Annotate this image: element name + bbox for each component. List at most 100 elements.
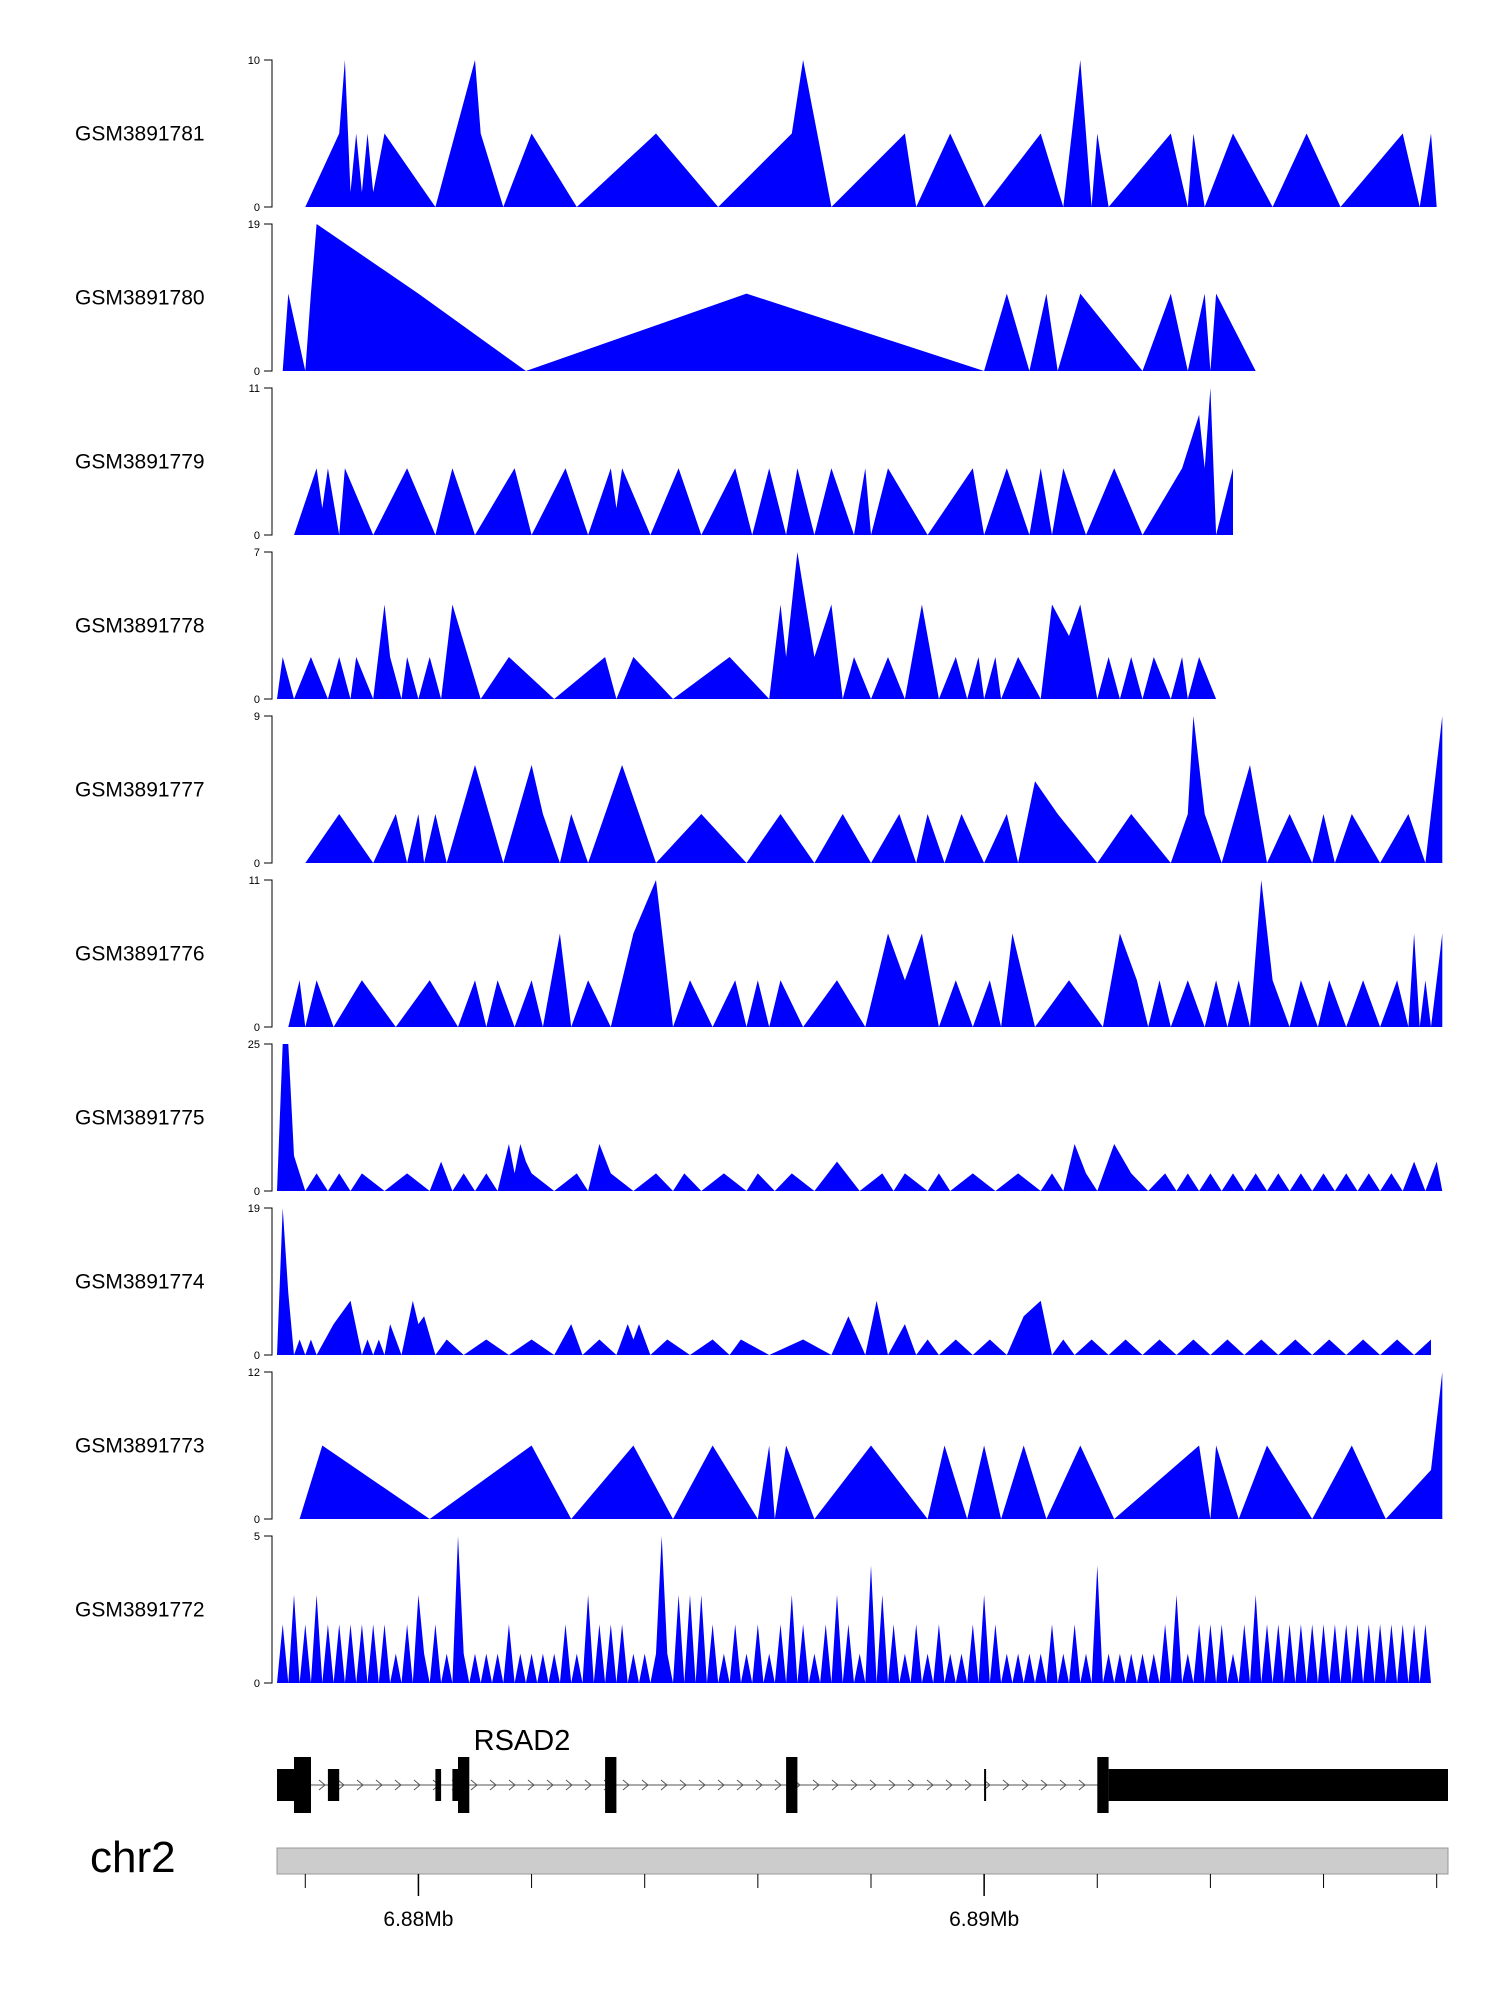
gene-label: RSAD2 (474, 1725, 571, 1757)
track-label: GSM3891772 (75, 1599, 205, 1622)
coverage-area (305, 716, 1443, 863)
y-axis (264, 1535, 273, 1684)
strand-chevron (470, 1779, 478, 1791)
strand-chevron (1002, 1779, 1010, 1791)
strand-chevron (318, 1779, 326, 1791)
strand-chevron (641, 1779, 649, 1791)
track-label: GSM3891777 (75, 779, 205, 802)
strand-chevron (831, 1779, 839, 1791)
y-axis (264, 715, 273, 864)
y-max-label: 19 (248, 1203, 260, 1215)
strand-chevron (736, 1779, 744, 1791)
exon-block (605, 1757, 617, 1813)
strand-chevron (660, 1779, 668, 1791)
strand-chevron (850, 1779, 858, 1791)
coverage-area (277, 1044, 1443, 1191)
track-label: GSM3891775 (75, 1107, 205, 1130)
y-axis (264, 387, 273, 536)
y-max-label: 11 (249, 383, 260, 395)
exon-block (277, 1769, 294, 1801)
exon-block (327, 1769, 340, 1801)
y-min-label: 0 (254, 1022, 260, 1034)
strand-chevron (508, 1779, 516, 1791)
strand-chevron (356, 1779, 364, 1791)
track-label: GSM3891774 (75, 1271, 205, 1294)
strand-chevron (1059, 1779, 1067, 1791)
y-axis (264, 1207, 273, 1356)
exon-block (294, 1757, 311, 1813)
coverage-tracks: GSM3891781100GSM3891780190GSM3891779110G… (75, 55, 1443, 1690)
coverage-area (299, 1372, 1443, 1519)
strand-chevron (375, 1779, 383, 1791)
strand-chevron (1021, 1779, 1029, 1791)
y-max-label: 7 (254, 547, 260, 559)
track-GSM3891774: GSM3891774 19 0 (75, 1203, 1431, 1362)
y-min-label: 0 (254, 366, 260, 378)
axis-tick-label: 6.89Mb (949, 1908, 1019, 1931)
strand-chevron (888, 1779, 896, 1791)
track-GSM3891779: GSM3891779 11 0 (75, 383, 1233, 542)
strand-chevron (926, 1779, 934, 1791)
strand-chevron (1078, 1779, 1086, 1791)
y-axis (264, 223, 273, 372)
strand-chevron (394, 1779, 402, 1791)
track-GSM3891778: GSM3891778 7 0 (75, 547, 1217, 706)
y-max-label: 25 (248, 1039, 260, 1051)
y-min-label: 0 (254, 1350, 260, 1362)
strand-chevron (755, 1779, 763, 1791)
strand-chevron (1040, 1779, 1048, 1791)
strand-chevron (774, 1779, 782, 1791)
track-GSM3891772: GSM3891772 5 0 (75, 1531, 1431, 1690)
track-label: GSM3891778 (75, 615, 205, 638)
strand-chevron (622, 1779, 630, 1791)
coverage-area (277, 1208, 1431, 1355)
y-axis (264, 1371, 273, 1520)
chromosome-ideogram: chr2 6.88Mb 6.89Mb (90, 1833, 1449, 1931)
track-label: GSM3891776 (75, 943, 205, 966)
y-min-label: 0 (254, 1514, 260, 1526)
chromosome-band (276, 1847, 1449, 1875)
axis-tick-label: 6.88Mb (383, 1908, 453, 1931)
strand-chevron (584, 1779, 592, 1791)
y-axis (264, 551, 273, 700)
y-max-label: 11 (249, 875, 260, 887)
strand-chevron (945, 1779, 953, 1791)
strand-chevron (869, 1779, 877, 1791)
track-GSM3891776: GSM3891776 11 0 (75, 875, 1443, 1034)
strand-chevron (546, 1779, 554, 1791)
y-max-label: 5 (254, 1531, 260, 1543)
exon-block (435, 1769, 442, 1801)
track-label: GSM3891773 (75, 1435, 205, 1458)
coverage-area (288, 880, 1443, 1027)
coverage-area (282, 224, 1256, 371)
track-GSM3891775: GSM3891775 25 0 (75, 1039, 1443, 1198)
gene-track: RSAD2 (277, 1725, 1448, 1813)
y-max-label: 10 (248, 55, 260, 67)
track-GSM3891780: GSM3891780 19 0 (75, 219, 1256, 378)
exon-block (458, 1757, 470, 1813)
y-max-label: 9 (254, 711, 260, 723)
y-axis (264, 59, 273, 208)
strand-chevron (698, 1779, 706, 1791)
exon-block (1097, 1757, 1109, 1813)
strand-chevron (907, 1779, 915, 1791)
strand-chevron (489, 1779, 497, 1791)
track-GSM3891773: GSM3891773 12 0 (75, 1367, 1443, 1526)
track-label: GSM3891779 (75, 451, 205, 474)
track-label: GSM3891780 (75, 287, 205, 310)
strand-chevron (717, 1779, 725, 1791)
utr-block (1114, 1769, 1448, 1801)
y-max-label: 19 (248, 219, 260, 231)
y-max-label: 12 (248, 1367, 260, 1379)
strand-chevron (413, 1779, 421, 1791)
y-axis (264, 879, 273, 1028)
y-min-label: 0 (254, 694, 260, 706)
y-axis (264, 1043, 273, 1192)
y-min-label: 0 (254, 530, 260, 542)
y-min-label: 0 (254, 1186, 260, 1198)
coverage-area (277, 552, 1217, 699)
exon-block (452, 1769, 459, 1801)
strand-chevron (964, 1779, 972, 1791)
strand-chevron (527, 1779, 535, 1791)
